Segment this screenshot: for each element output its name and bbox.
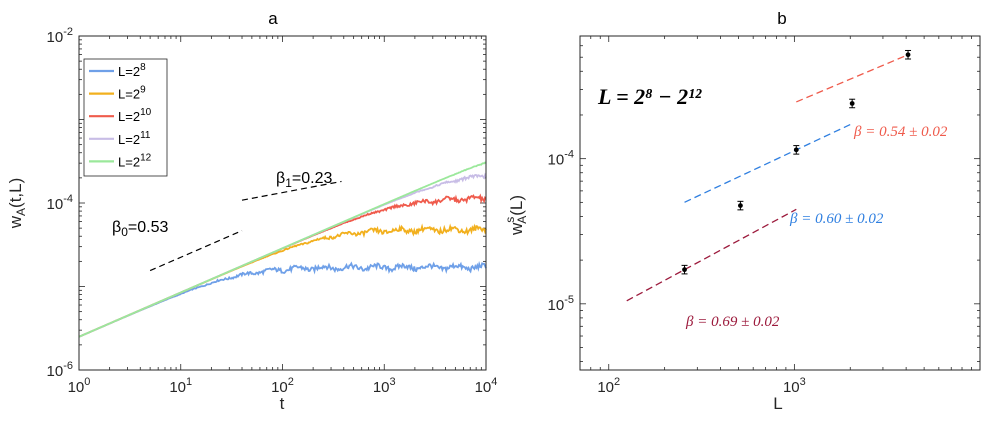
fit-line-beta_1 (241, 180, 342, 201)
panel-a-x-tick-label: 100 (68, 376, 91, 396)
panel-a-y-tick-labels: 10-6 10-4 10-2 (47, 26, 73, 380)
data-point (793, 147, 799, 153)
panel-a-legend: L=28 L=29 L=210 L=211 L=212 (83, 58, 168, 177)
panel-b-y-tick-label: 10-5 (548, 294, 574, 314)
panel-a-x-tick-labels: 100 101 102 103 104 (68, 376, 498, 396)
panel-a-fit-labels: β0=0.53 β1=0.23 (112, 170, 332, 239)
panel-b-plot-area (580, 36, 980, 370)
panel-a-y-tick-label: 10-2 (47, 26, 73, 46)
panel-b-x-tick-label: 103 (783, 376, 806, 396)
fit-label-054: β = 0.54 ± 0.02 (853, 124, 948, 140)
panel-a-title: a (268, 9, 278, 28)
fit-label-beta0: β0=0.53 (112, 219, 168, 239)
legend-label-11: L=211 (118, 130, 151, 147)
fit-line-2 (796, 54, 909, 103)
panel-a-y-tick-label: 10-4 (47, 193, 73, 213)
legend-label-9: L=29 (118, 85, 146, 102)
panel-b-frame (579, 35, 981, 371)
panel-b-fit-lines (626, 54, 909, 302)
series-line-12 (78, 161, 487, 338)
panel-a-y-label: wA(t,L) (6, 178, 28, 230)
panel-b-x-tick-labels: 102 103 (597, 376, 805, 396)
fit-line-1 (684, 123, 853, 203)
panel-a-x-tick-label: 102 (271, 376, 294, 396)
panel-b-x-tick-label: 102 (597, 376, 620, 396)
data-point (738, 203, 743, 208)
legend-label-10: L=210 (118, 107, 152, 124)
panel-b-title: b (777, 9, 786, 28)
fit-line-0 (626, 208, 797, 302)
panel-b-x-label: L (773, 394, 782, 413)
fit-label-069: β = 0.69 ± 0.02 (685, 314, 780, 330)
panel-a-x-tick-label: 101 (169, 376, 192, 396)
panel-a-x-tick-label: 104 (475, 376, 498, 396)
panel-a-fit-lines (149, 180, 342, 272)
panel-b-y-tick-labels: 10-5 10-4 (548, 149, 574, 314)
panel-b-points (681, 49, 912, 275)
data-point (682, 267, 687, 273)
fit-label-beta1: β1=0.23 (276, 170, 332, 190)
panel-a: a 100 101 102 103 104 10-6 10-4 10-2 t wA(t,L)… (6, 9, 497, 413)
panel-a-x-label: t (280, 394, 285, 413)
data-point (905, 52, 911, 58)
panel-b-y-label: wsA(L) (503, 195, 529, 236)
panel-a-x-tick-label: 103 (373, 376, 396, 396)
panel-b-y-tick-label: 10-4 (548, 149, 574, 169)
panel-b: b 102 103 10-510-4 L wsA(L) L = 2⁸ − 2¹² … (503, 9, 981, 413)
panel-a-y-tick-label: 10-6 (47, 360, 73, 380)
fit-line-beta_0 (149, 230, 243, 272)
panel-a-series (78, 161, 487, 338)
fit-label-060: β = 0.60 ± 0.02 (789, 211, 884, 227)
data-point (849, 101, 855, 106)
size-range-label: L = 2⁸ − 2¹² (597, 84, 702, 109)
legend-label-12: L=212 (118, 152, 152, 169)
legend-box (83, 58, 168, 177)
panel-a-frame (78, 35, 487, 371)
legend-label-8: L=28 (118, 62, 146, 79)
